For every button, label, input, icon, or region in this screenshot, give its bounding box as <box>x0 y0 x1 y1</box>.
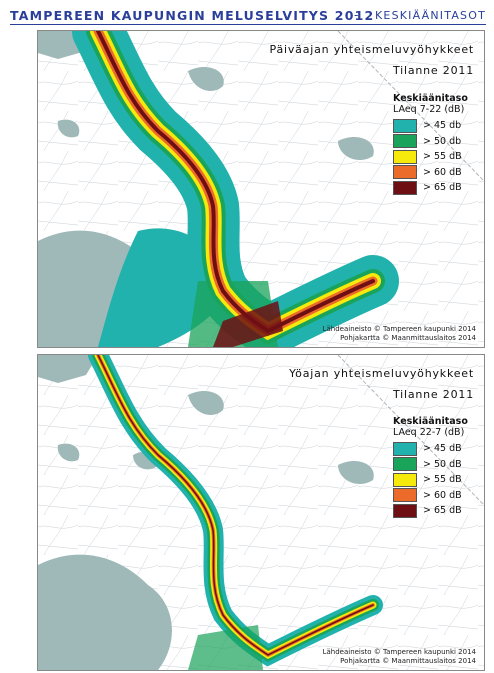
noise-zones <box>88 355 383 670</box>
legend-swatch <box>393 503 417 518</box>
source-line: Pohjakartta © Maanmittauslaitos 2014 <box>340 334 476 342</box>
source-credit: Lähdeaineisto © Tampereen kaupunki 2014 … <box>323 648 476 666</box>
panel-year: Tilanne 2011 <box>392 64 474 77</box>
legend-label: > 65 dB <box>423 505 462 517</box>
night-map-canvas <box>38 355 484 670</box>
lake <box>38 355 98 383</box>
legend-label: > 50 db <box>423 135 462 147</box>
legend-item: > 55 dB <box>393 149 477 165</box>
header-rule <box>10 24 486 25</box>
panel-year: Tilanne 2011 <box>392 388 474 401</box>
lake <box>188 66 224 91</box>
legend: Keskiäänitaso LAeq 22-7 (dB) > 45 dB > 5… <box>393 416 477 519</box>
lake <box>338 460 374 485</box>
day-noise-map: Päiväajan yhteismeluvyöhykkeet Tilanne 2… <box>37 30 485 348</box>
lake <box>188 390 224 415</box>
legend-item: > 65 dB <box>393 180 477 196</box>
legend-label: > 60 dB <box>423 166 462 178</box>
legend-subtitle: LAeq 22-7 (dB) <box>393 427 465 438</box>
municipal-boundary <box>337 31 484 182</box>
source-credit: Lähdeaineisto © Tampereen kaupunki 2014 … <box>323 325 476 343</box>
zone-65-junction <box>213 301 283 347</box>
report-subtitle: KESKIÄÄNITASOT <box>375 9 486 22</box>
zone-65 <box>97 355 374 656</box>
lake <box>338 136 374 161</box>
legend-swatch <box>393 180 417 195</box>
municipal-boundary <box>337 355 484 506</box>
legend-swatch <box>393 134 417 149</box>
source-line: Lähdeaineisto © Tampereen kaupunki 2014 <box>322 325 476 333</box>
legend: Keskiäänitaso LAeq 7-22 (dB) > 45 db > 5… <box>393 93 477 196</box>
legend-swatch <box>393 441 417 456</box>
panel-title: Päiväajan yhteismeluvyöhykkeet <box>269 43 474 56</box>
legend-label: > 60 dB <box>423 489 462 501</box>
legend-item: > 45 db <box>393 118 477 134</box>
legend-swatch <box>393 472 417 487</box>
page-header: TAMPEREEN KAUPUNGIN MELUSELVITYS 2012 - … <box>10 6 486 26</box>
legend-label: > 65 dB <box>423 182 462 194</box>
legend-label: > 50 dB <box>423 458 462 470</box>
report-title: TAMPEREEN KAUPUNGIN MELUSELVITYS 2012 <box>10 8 375 23</box>
lake <box>57 443 80 462</box>
legend-item: > 65 dB <box>393 503 477 519</box>
legend-swatch <box>393 165 417 180</box>
source-line: Lähdeaineisto © Tampereen kaupunki 2014 <box>322 648 476 656</box>
legend-label: > 55 dB <box>423 151 462 163</box>
night-noise-map: Yöajan yhteismeluvyöhykkeet Tilanne 2011… <box>37 354 485 671</box>
legend-item: > 50 dB <box>393 457 477 473</box>
noise-zones <box>72 31 399 347</box>
lake <box>57 119 80 138</box>
legend-swatch <box>393 118 417 133</box>
lake <box>38 554 172 670</box>
legend-label: > 45 dB <box>423 443 462 455</box>
panel-title: Yöajan yhteismeluvyöhykkeet <box>289 367 474 380</box>
zone-65 <box>96 31 375 334</box>
legend-item: > 55 dB <box>393 472 477 488</box>
legend-subtitle: LAeq 7-22 (dB) <box>393 104 465 115</box>
source-line: Pohjakartta © Maanmittauslaitos 2014 <box>340 657 476 665</box>
legend-item: > 60 dB <box>393 488 477 504</box>
legend-swatch <box>393 149 417 164</box>
legend-title: Keskiäänitaso <box>393 93 468 104</box>
legend-item: > 50 db <box>393 134 477 150</box>
legend-label: > 55 dB <box>423 474 462 486</box>
legend-swatch <box>393 457 417 472</box>
legend-swatch <box>393 488 417 503</box>
header-separator: - <box>354 8 359 22</box>
legend-label: > 45 db <box>423 120 462 132</box>
legend-item: > 60 dB <box>393 165 477 181</box>
legend-title: Keskiäänitaso <box>393 416 468 427</box>
legend-item: > 45 dB <box>393 441 477 457</box>
